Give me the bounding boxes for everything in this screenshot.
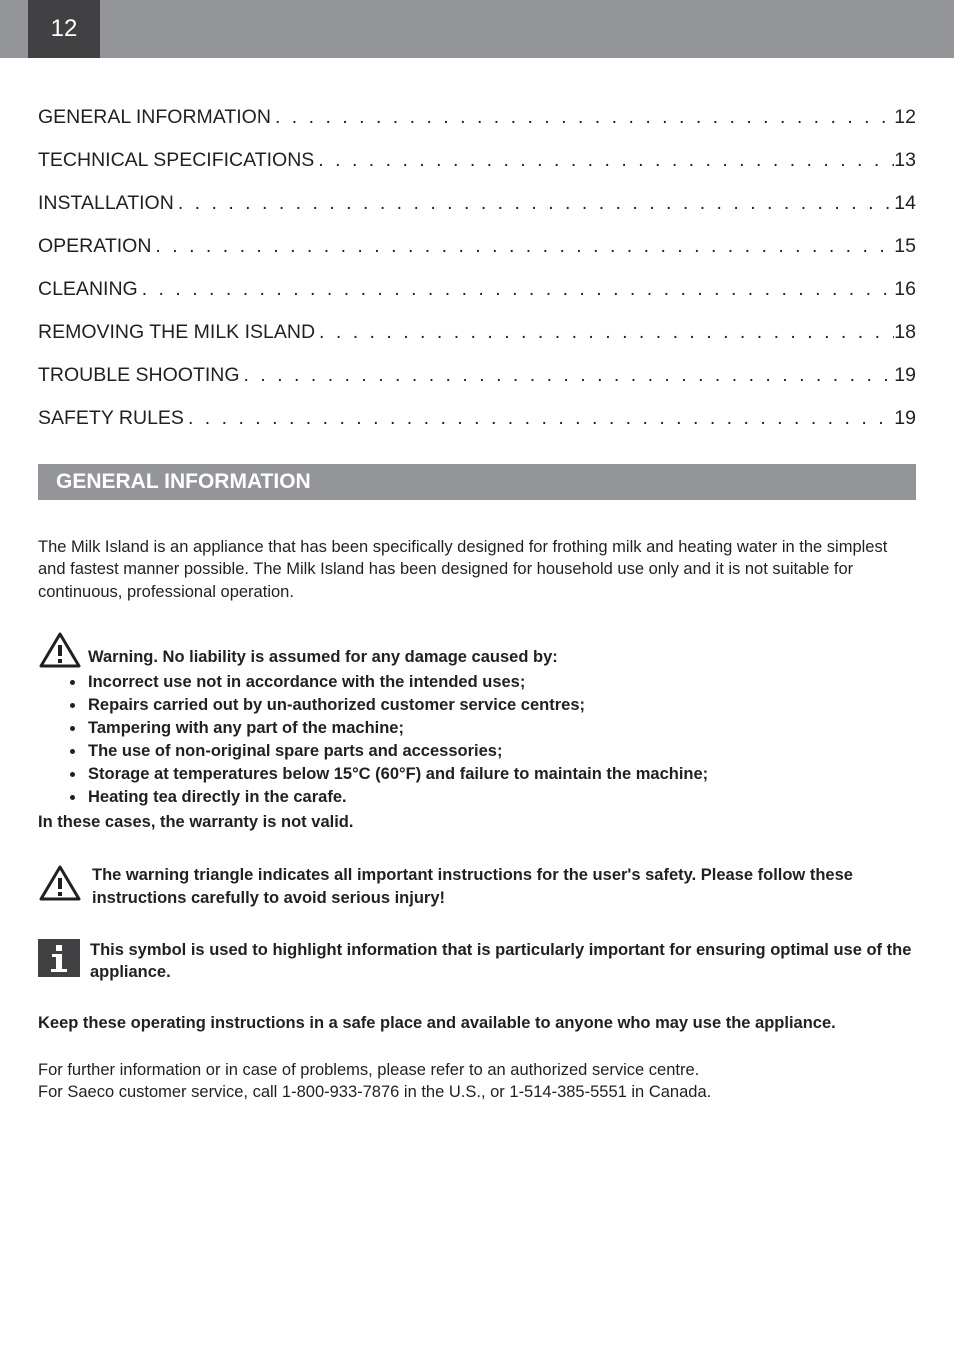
toc-leader: . . . . . . . . . . . . . . . . . . . . … [271, 106, 894, 129]
page-content: GENERAL INFORMATION . . . . . . . . . . … [0, 58, 954, 1103]
warning-bullet: Storage at temperatures below 15°C (60°F… [86, 763, 916, 786]
warning-bullet: Incorrect use not in accordance with the… [86, 671, 916, 694]
triangle-note-row: The warning triangle indicates all impor… [38, 864, 916, 909]
toc-page: 19 [894, 407, 916, 430]
toc-page: 16 [894, 278, 916, 301]
toc-page: 18 [894, 321, 916, 344]
keep-instructions-text: Keep these operating instructions in a s… [38, 1014, 916, 1033]
toc-page: 19 [894, 364, 916, 387]
toc-label: TECHNICAL SPECIFICATIONS [38, 149, 314, 172]
toc-label: CLEANING [38, 278, 138, 301]
toc-leader: . . . . . . . . . . . . . . . . . . . . … [174, 192, 894, 215]
warning-lead-text: Warning. No liability is assumed for any… [88, 646, 558, 669]
info-icon [38, 939, 80, 977]
toc-page: 15 [894, 235, 916, 258]
warning-bullet: Tampering with any part of the machine; [86, 717, 916, 740]
warning-bullet: Heating tea directly in the carafe. [86, 786, 916, 809]
header-bar: 12 [0, 0, 954, 58]
footer-paragraph: For further information or in case of pr… [38, 1059, 916, 1104]
toc-leader: . . . . . . . . . . . . . . . . . . . . … [314, 149, 894, 172]
warning-block: Warning. No liability is assumed for any… [38, 631, 916, 835]
toc-row: INSTALLATION . . . . . . . . . . . . . .… [38, 192, 916, 215]
toc-page: 14 [894, 192, 916, 215]
toc-row: REMOVING THE MILK ISLAND . . . . . . . .… [38, 321, 916, 344]
toc-leader: . . . . . . . . . . . . . . . . . . . . … [240, 364, 895, 387]
warning-triangle-icon [38, 631, 82, 669]
toc-row: GENERAL INFORMATION . . . . . . . . . . … [38, 106, 916, 129]
toc-label: REMOVING THE MILK ISLAND [38, 321, 315, 344]
toc-label: OPERATION [38, 235, 151, 258]
toc-label: GENERAL INFORMATION [38, 106, 271, 129]
toc-leader: . . . . . . . . . . . . . . . . . . . . … [138, 278, 895, 301]
toc-label: TROUBLE SHOOTING [38, 364, 240, 387]
intro-paragraph: The Milk Island is an appliance that has… [38, 536, 916, 603]
toc-page: 12 [894, 106, 916, 129]
toc-row: SAFETY RULES . . . . . . . . . . . . . .… [38, 407, 916, 430]
page-number: 12 [28, 0, 100, 58]
info-note-row: This symbol is used to highlight informa… [38, 939, 916, 984]
toc-leader: . . . . . . . . . . . . . . . . . . . . … [151, 235, 894, 258]
warning-closing: In these cases, the warranty is not vali… [38, 811, 916, 834]
toc-page: 13 [894, 149, 916, 172]
toc-row: OPERATION . . . . . . . . . . . . . . . … [38, 235, 916, 258]
toc-label: INSTALLATION [38, 192, 174, 215]
toc-row: TROUBLE SHOOTING . . . . . . . . . . . .… [38, 364, 916, 387]
warning-bullet: The use of non-original spare parts and … [86, 740, 916, 763]
toc-row: TECHNICAL SPECIFICATIONS . . . . . . . .… [38, 149, 916, 172]
footer-line-2: For Saeco customer service, call 1-800-9… [38, 1081, 916, 1103]
section-heading-general-information: GENERAL INFORMATION [38, 464, 916, 500]
toc-leader: . . . . . . . . . . . . . . . . . . . . … [184, 407, 894, 430]
warning-triangle-icon [38, 864, 82, 902]
toc-leader: . . . . . . . . . . . . . . . . . . . . … [315, 321, 894, 344]
triangle-note-text: The warning triangle indicates all impor… [92, 864, 916, 909]
toc-label: SAFETY RULES [38, 407, 184, 430]
info-note-text: This symbol is used to highlight informa… [90, 939, 916, 984]
toc-row: CLEANING . . . . . . . . . . . . . . . .… [38, 278, 916, 301]
footer-line-1: For further information or in case of pr… [38, 1059, 916, 1081]
warning-bullet: Repairs carried out by un-authorized cus… [86, 694, 916, 717]
